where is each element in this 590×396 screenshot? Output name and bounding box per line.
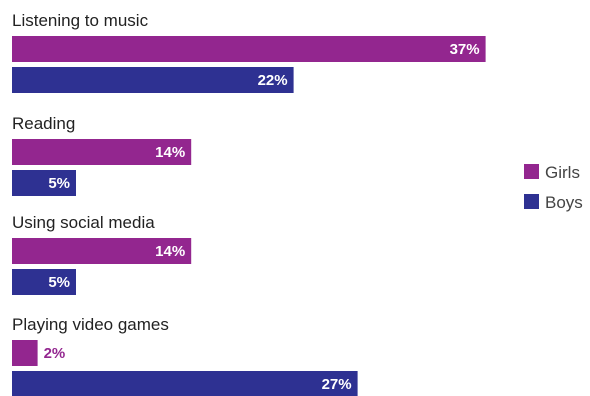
legend: Girls Boys bbox=[524, 163, 583, 212]
data-label-boys: 22% bbox=[258, 72, 288, 89]
bar-girls bbox=[12, 139, 192, 165]
data-label-girls: 2% bbox=[44, 345, 66, 362]
legend-swatch-girls bbox=[524, 164, 539, 179]
data-label-boys: 5% bbox=[48, 175, 70, 192]
data-label-girls: 14% bbox=[155, 243, 185, 260]
category-label: Listening to music bbox=[12, 11, 149, 30]
category-label: Reading bbox=[12, 114, 75, 133]
bar-girls bbox=[12, 238, 192, 264]
legend-swatch-boys bbox=[524, 194, 539, 209]
bar-girls bbox=[12, 340, 38, 366]
bar-girls bbox=[12, 36, 486, 62]
bars-layer: Listening to music 37% 22% Reading 14% 5% Usin… bbox=[12, 11, 486, 396]
category-label: Playing video games bbox=[12, 315, 169, 334]
bar-boys bbox=[12, 170, 76, 196]
legend-label-girls: Girls bbox=[545, 163, 580, 182]
data-label-girls: 37% bbox=[450, 41, 480, 58]
data-label-boys: 27% bbox=[322, 376, 352, 393]
bar-boys bbox=[12, 67, 294, 93]
legend-label-boys: Boys bbox=[545, 193, 583, 212]
category-label: Using social media bbox=[12, 213, 155, 232]
bar-boys bbox=[12, 371, 358, 396]
bar-boys bbox=[12, 269, 76, 295]
data-label-boys: 5% bbox=[48, 274, 70, 291]
data-label-girls: 14% bbox=[155, 144, 185, 161]
